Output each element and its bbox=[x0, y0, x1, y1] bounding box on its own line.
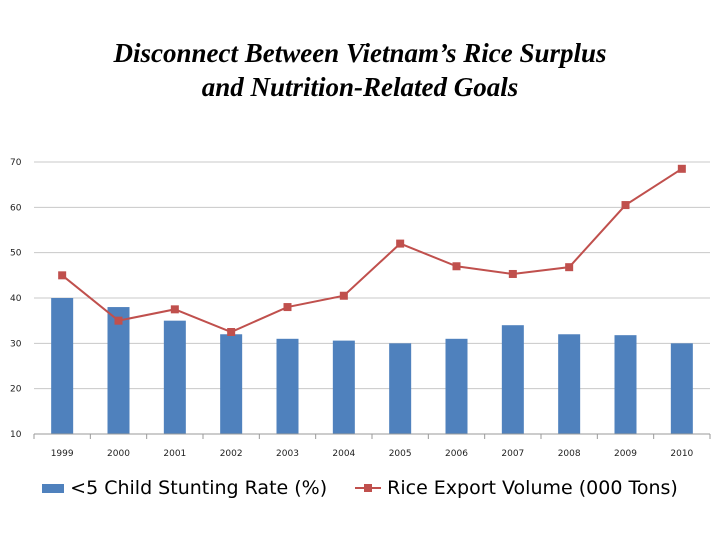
bar-2008 bbox=[558, 334, 581, 434]
y-tick-label-10: 10 bbox=[10, 430, 22, 440]
x-tick-label-2001: 2001 bbox=[163, 449, 186, 459]
bar-series bbox=[51, 298, 693, 434]
x-tick-label-2006: 2006 bbox=[445, 449, 468, 459]
chart-title-line-1: Disconnect Between Vietnam’s Rice Surplu… bbox=[113, 38, 607, 68]
bar-2004 bbox=[332, 340, 355, 434]
line-series bbox=[58, 164, 686, 336]
y-tick-label-60: 60 bbox=[10, 203, 22, 213]
legend-bar-swatch bbox=[42, 483, 65, 493]
bar-2000 bbox=[107, 307, 130, 434]
y-tick-label-40: 40 bbox=[10, 294, 22, 304]
marker-2010 bbox=[677, 164, 686, 173]
bar-2003 bbox=[276, 338, 299, 434]
axes: 10 20 30 40 50 60 70 1999 2000 2001 2002 2003 2004 20… bbox=[10, 158, 711, 459]
gridlines bbox=[34, 161, 710, 435]
bar-2010 bbox=[670, 343, 693, 434]
marker-2003 bbox=[283, 303, 292, 312]
rice-export-line bbox=[61, 167, 683, 334]
marker-1999 bbox=[58, 271, 67, 280]
x-tick-label-1999: 1999 bbox=[51, 449, 74, 459]
marker-2009 bbox=[621, 201, 630, 210]
legend-item-rice-export: Rice Export Volume (000 Tons) bbox=[355, 477, 678, 499]
x-tick-label-2007: 2007 bbox=[501, 449, 524, 459]
bar-2009 bbox=[614, 335, 637, 434]
marker-2008 bbox=[565, 263, 574, 272]
x-tick-label-2002: 2002 bbox=[220, 449, 243, 459]
y-tick-label-50: 50 bbox=[10, 249, 22, 259]
x-tick-label-2003: 2003 bbox=[276, 449, 299, 459]
x-tick-label-2009: 2009 bbox=[614, 449, 637, 459]
x-tick-label-2008: 2008 bbox=[558, 449, 581, 459]
bar-2001 bbox=[163, 320, 186, 434]
marker-2004 bbox=[339, 291, 348, 300]
legend-label-stunting: <5 Child Stunting Rate (%) bbox=[70, 477, 328, 499]
bar-2005 bbox=[389, 343, 412, 434]
y-tick-label-30: 30 bbox=[10, 339, 22, 349]
chart-title-line-2: and Nutrition-Related Goals bbox=[201, 72, 519, 102]
x-tick-label-2010: 2010 bbox=[670, 449, 693, 459]
marker-2007 bbox=[508, 269, 517, 278]
legend-label-rice-export: Rice Export Volume (000 Tons) bbox=[387, 477, 678, 499]
x-tick-label-2004: 2004 bbox=[332, 449, 355, 459]
marker-2000 bbox=[114, 316, 123, 325]
legend-line-swatch bbox=[355, 482, 382, 494]
x-tick-label-2005: 2005 bbox=[389, 449, 412, 459]
chart-legend: <5 Child Stunting Rate (%) Rice Export V… bbox=[0, 474, 720, 502]
marker-2002 bbox=[227, 328, 236, 336]
chart-title: Disconnect Between Vietnam’s Rice Surplu… bbox=[0, 36, 720, 104]
bar-2006 bbox=[445, 338, 468, 434]
legend-item-stunting: <5 Child Stunting Rate (%) bbox=[42, 477, 327, 499]
x-tick-label-2000: 2000 bbox=[107, 449, 130, 459]
marker-2006 bbox=[452, 262, 461, 271]
bar-1999 bbox=[51, 298, 74, 434]
y-tick-label-70: 70 bbox=[10, 158, 22, 168]
marker-2005 bbox=[396, 239, 405, 248]
marker-2001 bbox=[170, 305, 179, 314]
bar-2002 bbox=[220, 334, 243, 434]
y-tick-label-20: 20 bbox=[10, 385, 22, 395]
bar-2007 bbox=[501, 325, 524, 434]
